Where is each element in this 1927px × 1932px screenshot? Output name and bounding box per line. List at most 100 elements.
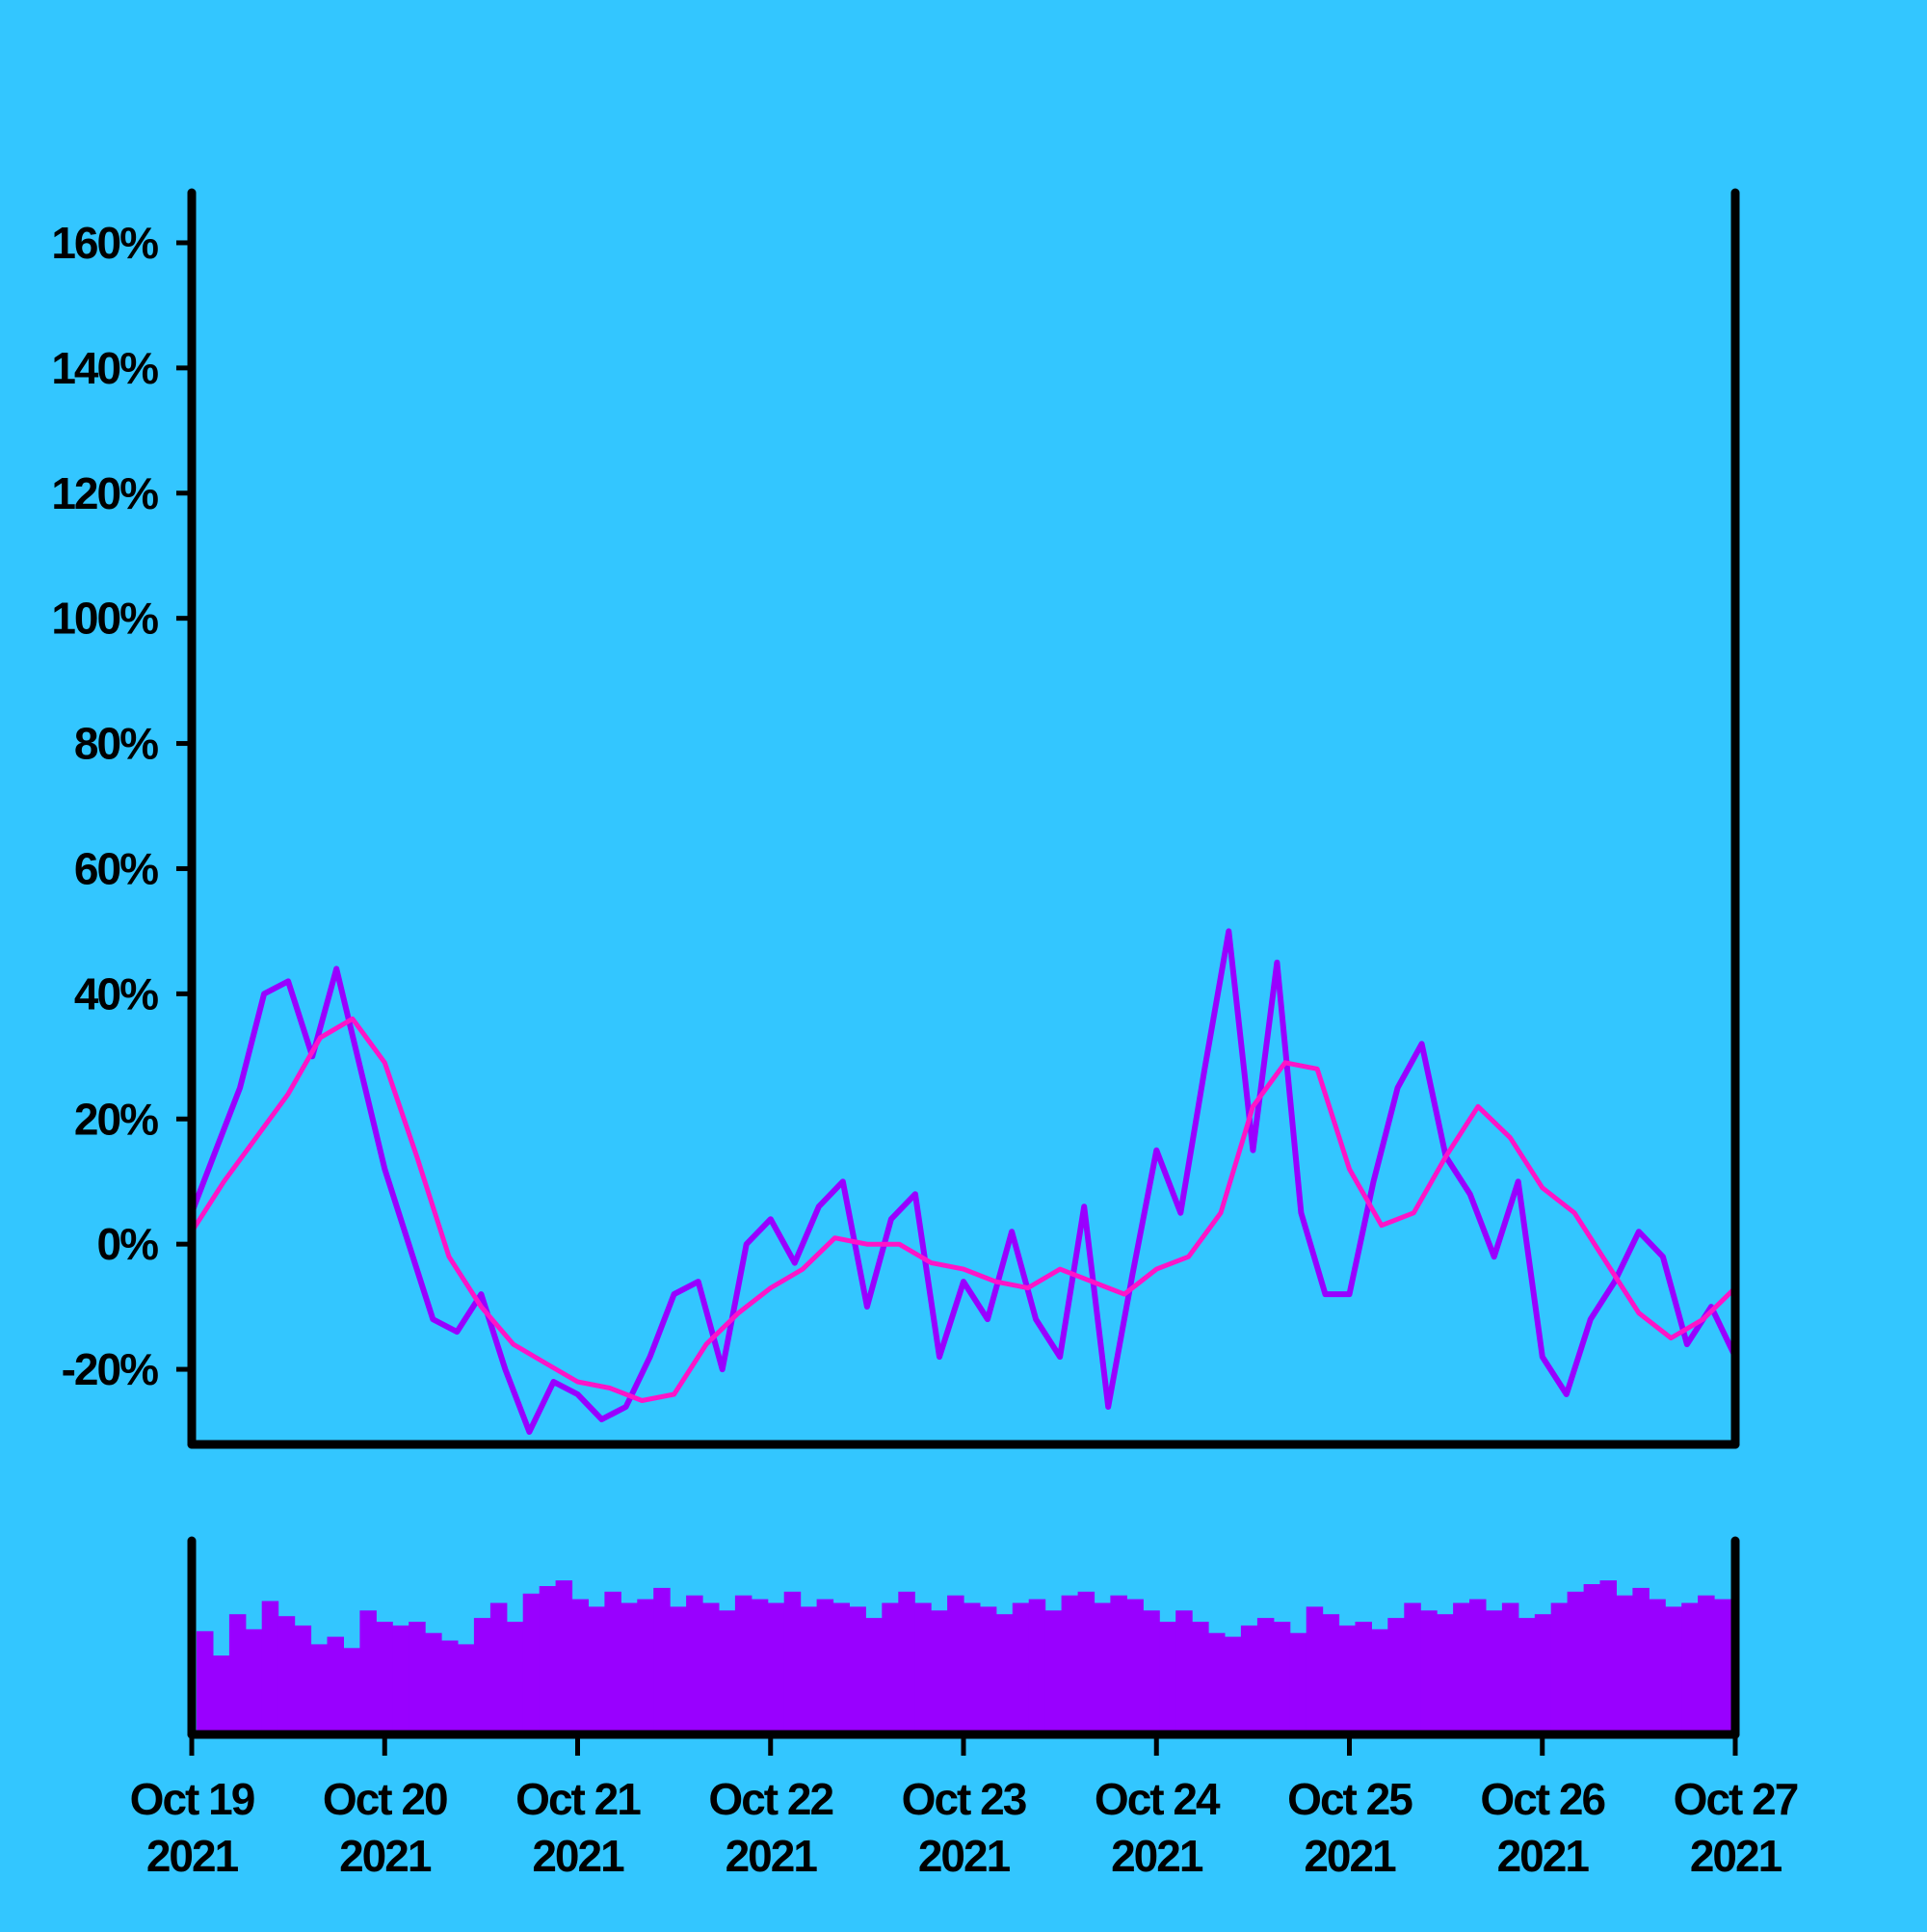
volume-bar xyxy=(261,1601,279,1734)
volume-bar xyxy=(1567,1591,1585,1734)
volume-bar xyxy=(849,1606,866,1734)
volume-bar xyxy=(441,1640,459,1734)
volume-bar xyxy=(734,1595,752,1734)
y-tick-label: 140% xyxy=(51,343,158,393)
volume-bar xyxy=(914,1602,932,1734)
volume-bar xyxy=(522,1593,541,1735)
moving-average-line xyxy=(189,1016,1737,1403)
volume-bar xyxy=(865,1618,883,1734)
volume-bar xyxy=(1714,1599,1731,1734)
volume-bar xyxy=(702,1602,720,1734)
volume-bar xyxy=(343,1648,360,1734)
volume-bar xyxy=(1649,1599,1666,1734)
volume-bar xyxy=(783,1591,802,1734)
volume-bar xyxy=(1126,1599,1144,1734)
axes xyxy=(187,188,1740,1739)
volume-bar xyxy=(571,1599,589,1734)
x-tick-label-date: Oct 19 xyxy=(130,1774,254,1824)
y-tick-label: 20% xyxy=(74,1094,158,1144)
volume-bar xyxy=(1028,1599,1046,1734)
price-line xyxy=(189,928,1738,1435)
x-tick-label-year: 2021 xyxy=(726,1831,818,1881)
volume-bar xyxy=(719,1610,736,1734)
volume-bar xyxy=(473,1618,491,1734)
volume-bar xyxy=(1338,1625,1356,1734)
volume-bar xyxy=(947,1595,964,1734)
volume-bar xyxy=(489,1602,508,1734)
x-tick-label-date: Oct 23 xyxy=(902,1774,1026,1824)
volume-bar xyxy=(931,1610,948,1734)
volume-bar xyxy=(686,1595,703,1734)
volume-bars xyxy=(197,1580,1731,1735)
volume-bar xyxy=(882,1602,899,1734)
volume-bar xyxy=(310,1644,329,1734)
x-tick-label-year: 2021 xyxy=(918,1831,1011,1881)
volume-bar xyxy=(212,1655,230,1734)
volume-bar xyxy=(1486,1610,1503,1734)
x-tick-label-year: 2021 xyxy=(1111,1831,1203,1881)
volume-bar xyxy=(1437,1614,1454,1734)
volume-bar xyxy=(555,1580,573,1734)
volume-bar xyxy=(294,1625,312,1734)
volume-bar xyxy=(1012,1602,1030,1734)
x-tick-label-date: Oct 27 xyxy=(1674,1774,1798,1824)
volume-bar xyxy=(1534,1614,1552,1734)
y-tick-label: 120% xyxy=(51,468,158,518)
volume-bar xyxy=(964,1602,981,1734)
volume-bar xyxy=(637,1599,654,1734)
volume-bar xyxy=(1583,1584,1601,1734)
volume-bar xyxy=(1371,1628,1388,1734)
volume-bar xyxy=(620,1602,638,1734)
volume-bar xyxy=(458,1644,475,1734)
x-tick-label-date: Oct 20 xyxy=(323,1774,447,1824)
x-tick-label-date: Oct 21 xyxy=(515,1774,641,1824)
x-tick-label-year: 2021 xyxy=(1690,1831,1782,1881)
volume-bar xyxy=(1306,1606,1324,1734)
y-axis-ticks: 160% 140% 120% 100% 80% 60% 40% 20% 0% -20% xyxy=(51,218,192,1394)
volume-bar xyxy=(1698,1595,1715,1734)
volume-bar xyxy=(327,1636,344,1734)
volume-bar xyxy=(979,1606,997,1734)
y-tick-label: 100% xyxy=(51,594,158,644)
x-tick-label-date: Oct 24 xyxy=(1095,1774,1221,1824)
volume-bar xyxy=(1110,1595,1127,1734)
volume-bar xyxy=(1616,1595,1633,1734)
y-tick-label: 60% xyxy=(74,843,158,893)
volume-bar xyxy=(539,1586,557,1735)
volume-bar xyxy=(1289,1632,1307,1734)
x-tick-label-year: 2021 xyxy=(146,1831,239,1881)
volume-bar xyxy=(1355,1622,1372,1734)
volume-bar xyxy=(816,1599,834,1734)
volume-bar xyxy=(1599,1580,1617,1734)
volume-bar xyxy=(1061,1595,1079,1734)
x-axis-ticks: Oct 19 2021 Oct 20 2021 Oct 21 2021 Oct 22 2021… xyxy=(130,1734,1800,1881)
volume-bar xyxy=(376,1622,393,1734)
volume-bar xyxy=(1044,1610,1063,1734)
volume-bar xyxy=(767,1602,785,1734)
volume-bar xyxy=(409,1622,426,1734)
volume-bar xyxy=(1256,1618,1275,1734)
volume-bar xyxy=(1632,1587,1650,1734)
volume-bar xyxy=(1175,1610,1193,1734)
volume-bar xyxy=(392,1625,409,1734)
volume-bar xyxy=(1453,1602,1470,1734)
volume-bar xyxy=(277,1616,296,1734)
volume-bar xyxy=(1225,1636,1242,1734)
y-tick-label: -20% xyxy=(62,1344,158,1394)
volume-bar xyxy=(1159,1622,1176,1734)
volume-bar xyxy=(359,1610,377,1734)
volume-bar xyxy=(1273,1622,1291,1734)
x-tick-label-year: 2021 xyxy=(1497,1831,1590,1881)
volume-bar xyxy=(1208,1632,1226,1734)
volume-bar xyxy=(228,1614,247,1734)
volume-bar xyxy=(588,1606,605,1734)
volume-bar xyxy=(1469,1599,1487,1734)
volume-bar xyxy=(800,1606,818,1734)
volume-bar xyxy=(995,1614,1014,1734)
volume-bar xyxy=(245,1628,263,1734)
volume-bar xyxy=(1094,1602,1111,1734)
volume-bar xyxy=(898,1591,915,1734)
y-tick-label: 80% xyxy=(74,719,158,769)
x-tick-label-date: Oct 22 xyxy=(708,1774,832,1824)
